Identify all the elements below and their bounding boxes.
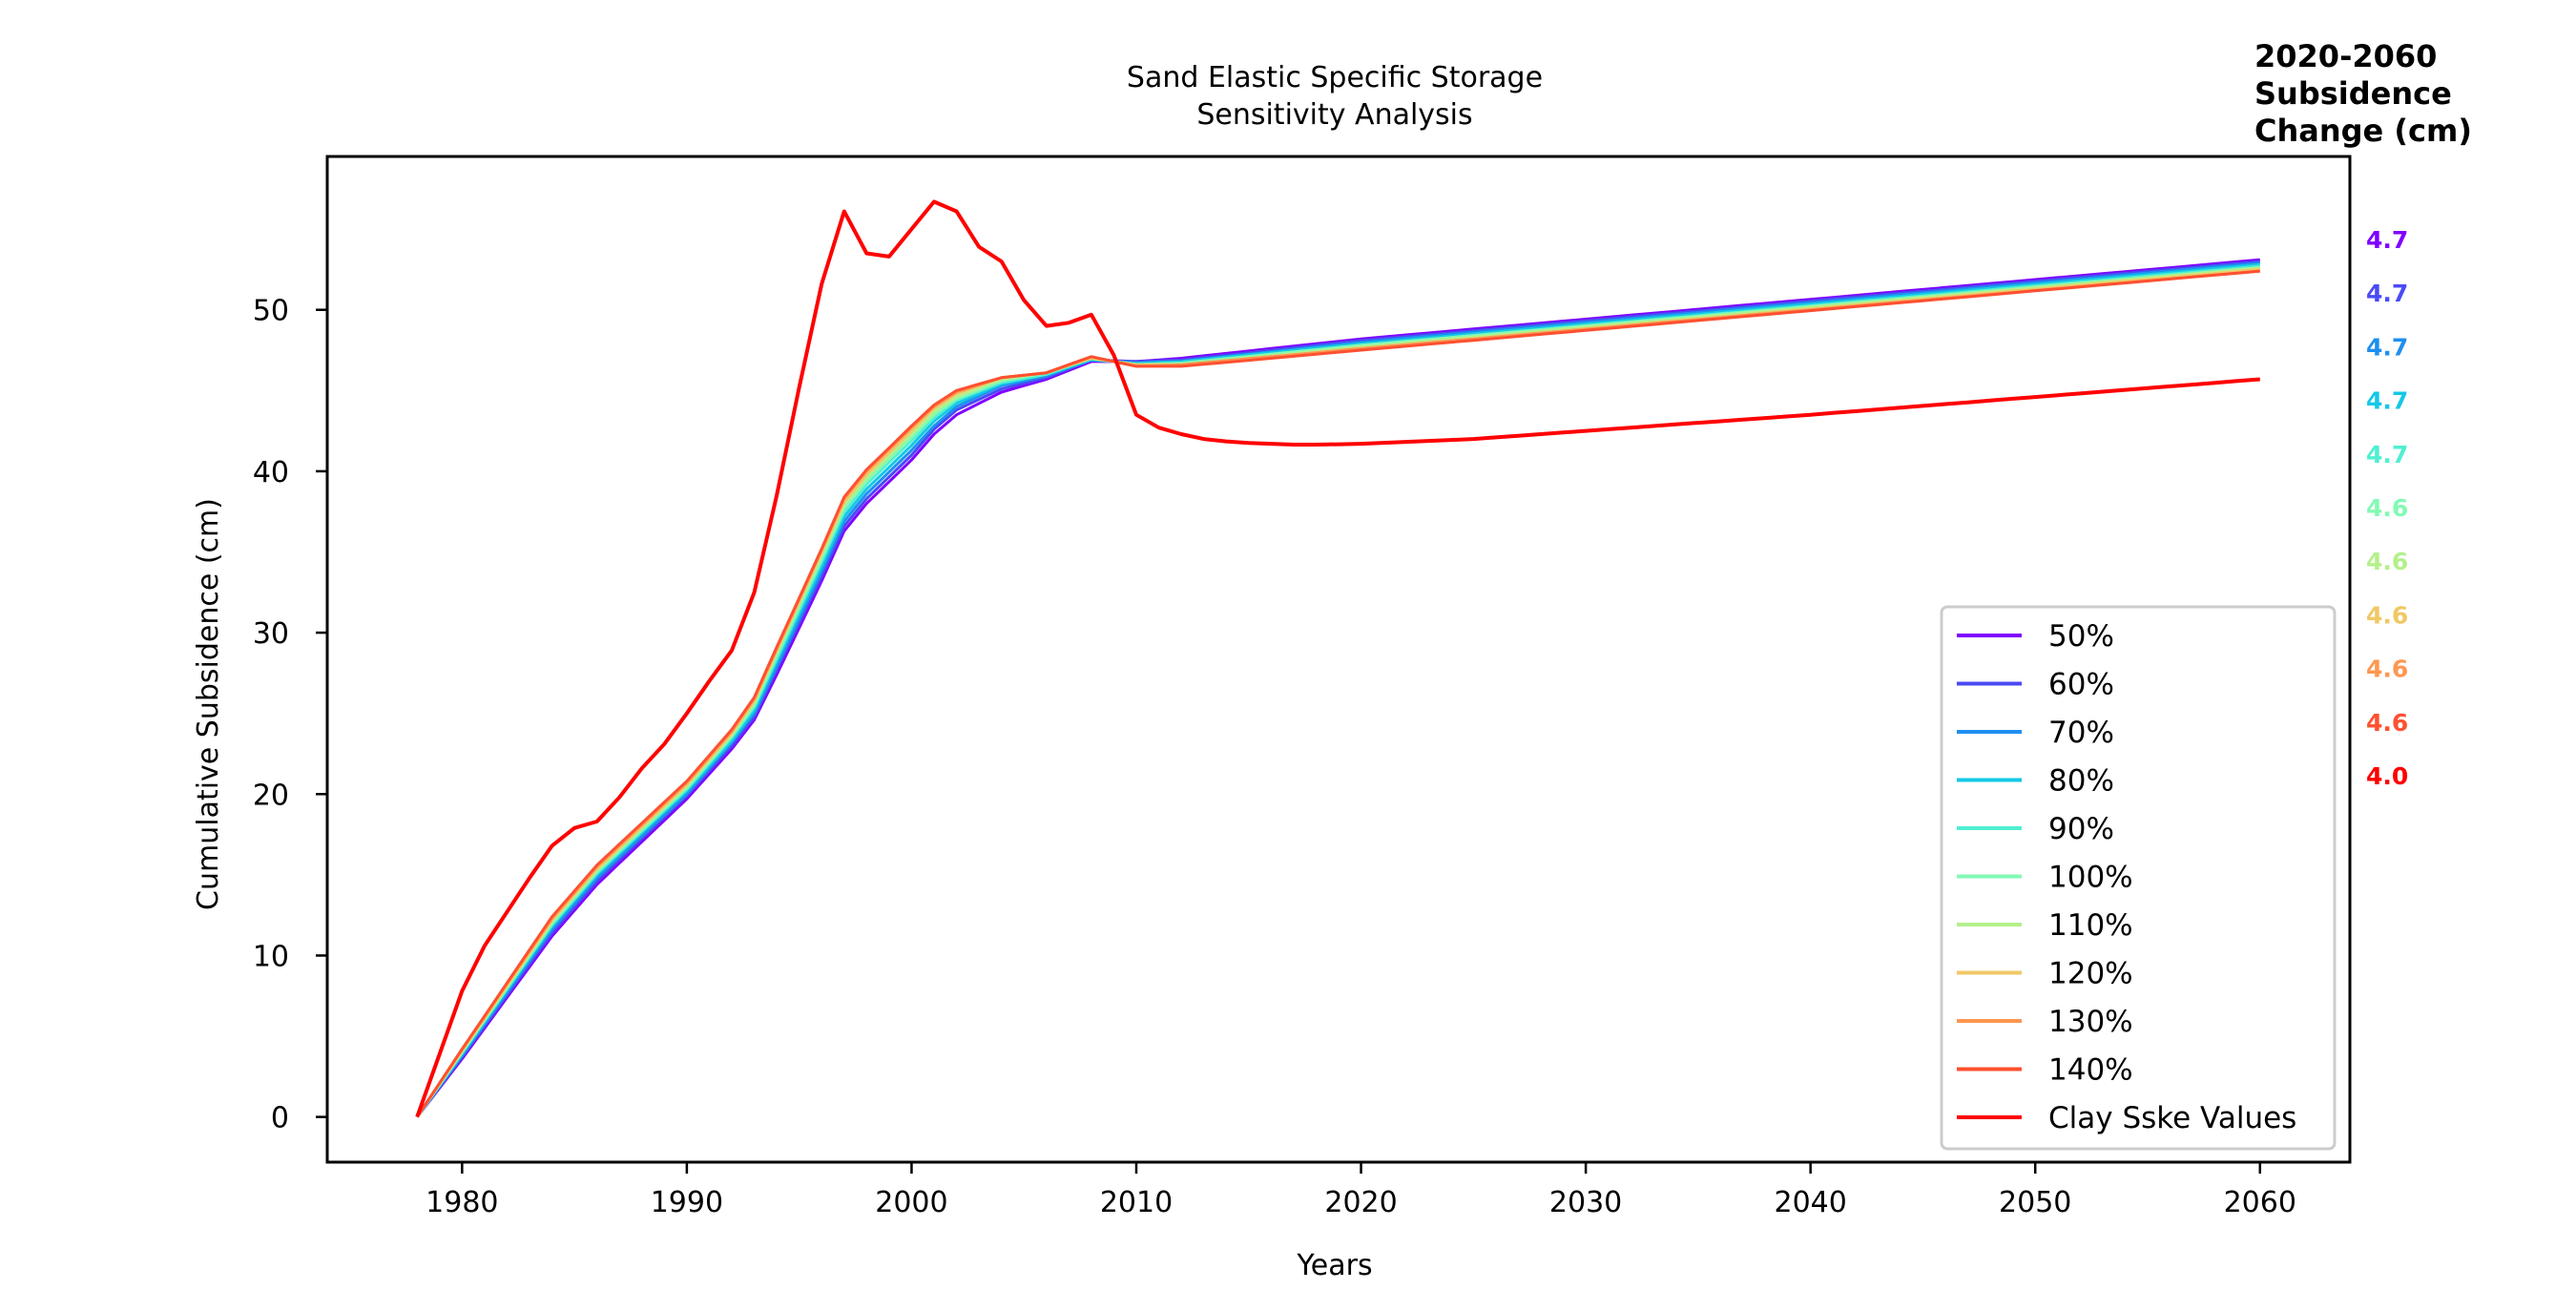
side-change-value: 4.7: [2366, 226, 2408, 254]
x-tick-label: 2030: [1549, 1186, 1622, 1219]
side-change-values: 4.7 4.7 4.7 4.7 4.7 4.6 4.6 4.6 4.6 4.6 4.0: [2366, 226, 2408, 790]
legend-label: 70%: [2048, 716, 2114, 750]
series-line-10: [415, 269, 2260, 1118]
chart-title-line-2: Sensitivity Analysis: [1196, 98, 1472, 132]
side-change-value: 4.6: [2366, 548, 2408, 575]
legend-label: 80%: [2048, 764, 2114, 799]
side-change-value: 4.7: [2366, 387, 2408, 415]
x-tick-label: 2040: [1774, 1186, 1846, 1219]
series-line-1: [416, 258, 2260, 1118]
x-tick-label: 2000: [875, 1186, 947, 1219]
side-change-value: 4.7: [2366, 441, 2408, 468]
series-lines: [415, 199, 2260, 1118]
y-tick-label: 40: [253, 456, 289, 489]
legend-label: 120%: [2048, 957, 2133, 991]
x-tick-label: 2020: [1324, 1186, 1397, 1219]
side-change-value: 4.6: [2366, 601, 2408, 629]
side-change-value: 4.7: [2366, 333, 2408, 361]
axes: 1980 1990 2000 2010 2020 2030 2040 2050 20600102…: [253, 155, 2352, 1219]
x-axis-title: Years: [1296, 1249, 1372, 1282]
legend-box: [1940, 605, 2337, 1151]
x-tick-label: 2060: [2224, 1186, 2296, 1219]
chart-title-line-1: Sand Elastic Specific Storage: [1127, 61, 1543, 94]
x-tick-label: 1980: [426, 1186, 498, 1219]
legend-label: 60%: [2048, 668, 2114, 702]
x-tick-label: 1990: [651, 1186, 723, 1219]
y-tick-label: 50: [253, 295, 289, 328]
side-change-value: 4.6: [2366, 494, 2408, 522]
series-line-2: [416, 260, 2260, 1118]
series-line-11: [415, 199, 2260, 1118]
y-tick-label: 30: [253, 617, 289, 651]
legend-label: 90%: [2048, 812, 2114, 846]
side-change-value: 4.7: [2366, 280, 2408, 307]
plot-frame: [325, 155, 2352, 1164]
y-tick-label: 0: [271, 1102, 289, 1135]
legend-label: 110%: [2048, 908, 2133, 943]
y-tick-label: 20: [253, 779, 289, 812]
y-tick-label: 10: [253, 940, 289, 973]
legend-label: 140%: [2048, 1053, 2133, 1088]
side-title-line-2: Subsidence: [2254, 75, 2452, 112]
legend-label: 100%: [2048, 861, 2133, 895]
legend: 50% 60% 70% 80% 90% 100% 110% 120% 130% 140% Clay …: [1940, 605, 2337, 1151]
y-axis-title: Cumulative Subsidence (cm): [192, 498, 225, 910]
side-change-value: 4.6: [2366, 655, 2408, 683]
x-tick-label: 2050: [1999, 1186, 2071, 1219]
side-title-line-1: 2020-2060: [2254, 38, 2437, 74]
side-change-value: 4.0: [2366, 762, 2408, 790]
series-line-4: [415, 262, 2260, 1118]
x-tick-label: 2010: [1100, 1186, 1173, 1219]
side-change-value: 4.6: [2366, 709, 2408, 737]
legend-label: Clay Sske Values: [2048, 1101, 2296, 1135]
side-title-line-3: Change (cm): [2254, 113, 2472, 149]
legend-label: 130%: [2048, 1005, 2133, 1039]
legend-label: 50%: [2048, 619, 2114, 654]
